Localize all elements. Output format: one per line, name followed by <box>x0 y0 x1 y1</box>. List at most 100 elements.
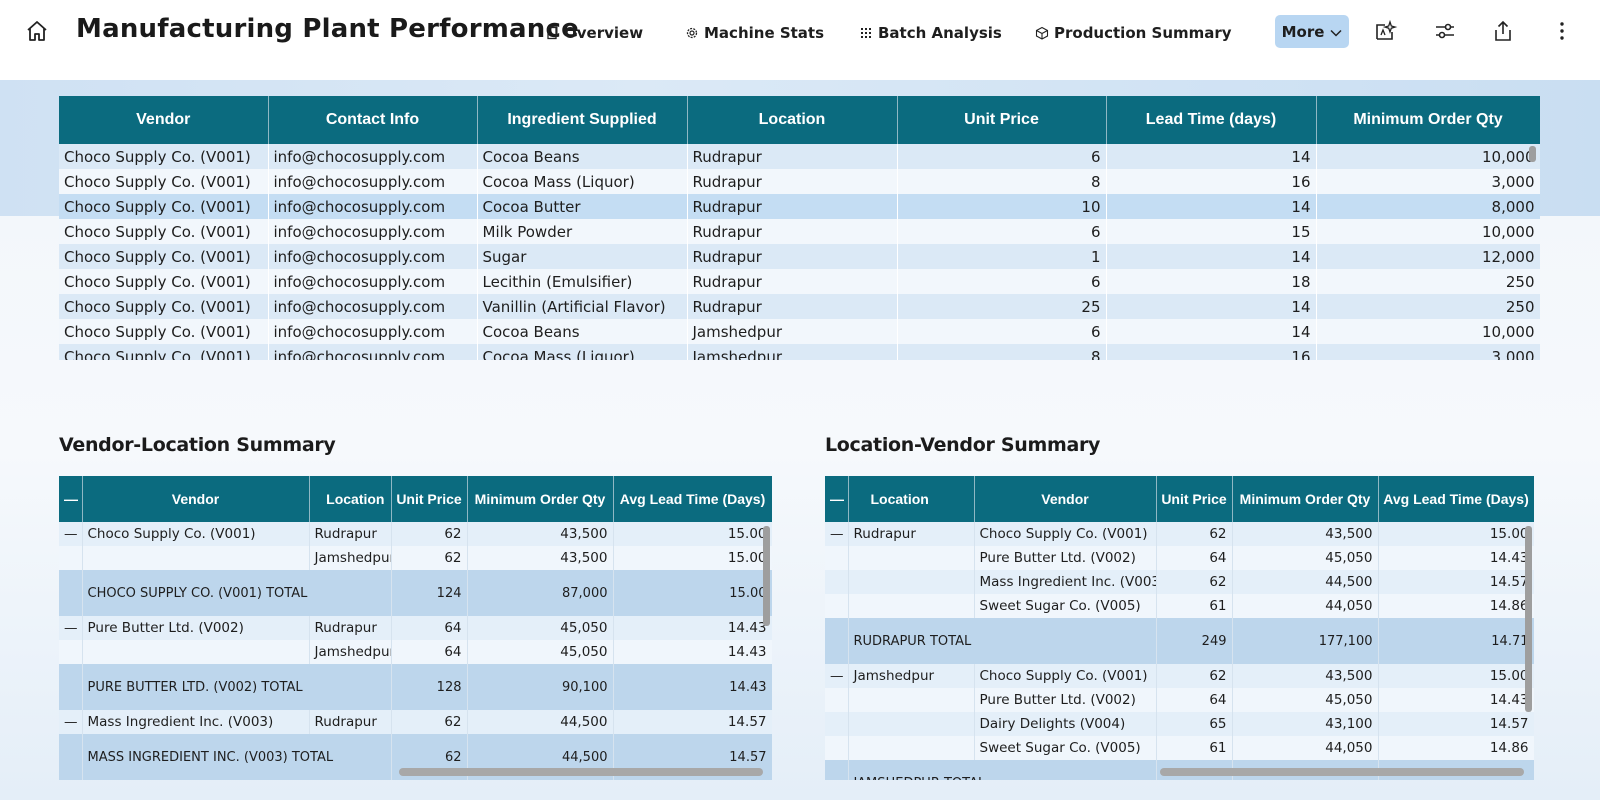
location-vendor-hscrollbar[interactable] <box>1160 768 1524 776</box>
table-cell: Rudrapur <box>687 194 898 219</box>
collapse-toggle[interactable]: — <box>825 522 849 546</box>
collapse-toggle[interactable]: — <box>59 522 83 546</box>
more-button[interactable]: More <box>1275 15 1349 48</box>
column-header[interactable]: Lead Time (days) <box>1106 96 1317 144</box>
table-cell: 14.43 <box>613 640 772 664</box>
collapse-toggle[interactable]: — <box>59 616 83 640</box>
table-cell: 45,050 <box>467 616 614 640</box>
tab-label: Production Summary <box>1054 24 1232 42</box>
table-row[interactable]: Choco Supply Co. (V001) info@chocosupply.… <box>59 244 1540 269</box>
table-cell: Choco Supply Co. (V001) <box>59 319 269 344</box>
table-row[interactable]: Sweet Sugar Co. (V005) 61 44,050 14.86 <box>825 594 1534 618</box>
table-cell: Mass Ingredient Inc. (V003) <box>974 570 1157 594</box>
table-row[interactable]: Mass Ingredient Inc. (V003) 62 44,500 14.57 <box>825 570 1534 594</box>
filter-sliders-icon[interactable] <box>1433 19 1457 43</box>
collapse-toggle[interactable]: — <box>825 664 849 688</box>
table-row[interactable]: Choco Supply Co. (V001) info@chocosupply.… <box>59 294 1540 319</box>
collapse-toggle[interactable]: — <box>59 710 83 734</box>
total-row[interactable]: Pure Butter Ltd. (V002) Total 128 90,100 14… <box>59 664 772 710</box>
table-row[interactable]: — Jamshedpur Choco Supply Co. (V001) 62 43,5… <box>825 664 1534 688</box>
table-cell: 44,500 <box>467 710 614 734</box>
total-row[interactable]: Rudrapur Total 249 177,100 14.71 <box>825 618 1534 664</box>
table-cell: 43,100 <box>1232 712 1379 736</box>
collapse-all-toggle[interactable]: — <box>59 476 83 522</box>
table-cell: Rudrapur <box>309 616 392 640</box>
chevron-down-icon <box>1330 23 1342 41</box>
vendor-location-vscrollbar[interactable] <box>763 526 770 626</box>
column-header-min-order-qty[interactable]: Minimum Order Qty <box>1232 476 1379 522</box>
table-cell: 14.43 <box>613 616 772 640</box>
tab-production-summary[interactable]: Production Summary <box>1035 22 1232 44</box>
table-row[interactable]: Jamshedpur 62 43,500 15.00 <box>59 546 772 570</box>
kebab-menu-icon[interactable] <box>1550 19 1574 43</box>
table-row[interactable]: — Mass Ingredient Inc. (V003) Rudrapur 62 44… <box>59 710 772 734</box>
table-row[interactable]: Pure Butter Ltd. (V002) 64 45,050 14.43 <box>825 546 1534 570</box>
table-row[interactable]: Choco Supply Co. (V001) info@chocosupply.… <box>59 169 1540 194</box>
vendor-location-hscrollbar[interactable] <box>399 768 763 776</box>
column-header[interactable]: Minimum Order Qty <box>1316 96 1540 144</box>
table-row[interactable]: — Rudrapur Choco Supply Co. (V001) 62 43,500… <box>825 522 1534 546</box>
column-header-avg-lead-time[interactable]: Avg Lead Time (Days) <box>613 476 772 522</box>
table-cell: Choco Supply Co. (V001) <box>974 664 1157 688</box>
location-vendor-summary-title: Location-Vendor Summary <box>825 434 1101 456</box>
sparkle-edit-icon[interactable] <box>1374 19 1398 43</box>
share-icon[interactable] <box>1491 19 1515 43</box>
table-cell: 62 <box>1156 570 1233 594</box>
table-row[interactable]: Sweet Sugar Co. (V005) 61 44,050 14.86 <box>825 736 1534 760</box>
table-header-row: — Vendor Location Unit Price Minimum Ord… <box>59 476 772 522</box>
table-cell: Cocoa Beans <box>477 319 688 344</box>
vendor-table-scrollbar[interactable] <box>1529 146 1536 162</box>
more-label: More <box>1281 22 1325 41</box>
table-cell: 62 <box>1156 522 1233 546</box>
table-row[interactable]: — Choco Supply Co. (V001) Rudrapur 62 43,500… <box>59 522 772 546</box>
table-cell: 6 <box>897 219 1107 244</box>
column-header-location[interactable]: Location <box>848 476 975 522</box>
column-header-location[interactable]: Location <box>309 476 392 522</box>
total-row[interactable]: Choco Supply Co. (V001) Total 124 87,000 15… <box>59 570 772 616</box>
table-cell: info@chocosupply.com <box>268 194 478 219</box>
table-cell: 43,500 <box>467 546 614 570</box>
column-header-vendor[interactable]: Vendor <box>974 476 1157 522</box>
table-row[interactable]: Choco Supply Co. (V001) info@chocosupply.… <box>59 344 1540 360</box>
tab-machine-stats[interactable]: Machine Stats <box>685 22 824 44</box>
table-row[interactable]: Choco Supply Co. (V001) info@chocosupply.… <box>59 269 1540 294</box>
column-header[interactable]: Ingredient Supplied <box>477 96 688 144</box>
total-label: Choco Supply Co. (V001) Total <box>82 570 392 616</box>
table-row[interactable]: Choco Supply Co. (V001) info@chocosupply.… <box>59 144 1540 169</box>
table-cell <box>848 688 975 712</box>
column-header-min-order-qty[interactable]: Minimum Order Qty <box>467 476 614 522</box>
table-row[interactable]: — Pure Butter Ltd. (V002) Rudrapur 64 45,050… <box>59 616 772 640</box>
total-label: Rudrapur Total <box>848 618 1157 664</box>
table-cell: info@chocosupply.com <box>268 144 478 169</box>
table-cell <box>59 546 83 570</box>
column-header-unit-price[interactable]: Unit Price <box>391 476 468 522</box>
table-cell <box>59 664 83 710</box>
table-cell: 14.43 <box>1378 546 1534 570</box>
table-row[interactable]: Jamshedpur 64 45,050 14.43 <box>59 640 772 664</box>
home-icon[interactable] <box>24 18 50 44</box>
column-header-vendor[interactable]: Vendor <box>82 476 310 522</box>
column-header[interactable]: Vendor <box>59 96 269 144</box>
column-header-avg-lead-time[interactable]: Avg Lead Time (Days) <box>1378 476 1534 522</box>
table-cell: Jamshedpur <box>309 546 392 570</box>
column-header-unit-price[interactable]: Unit Price <box>1156 476 1233 522</box>
column-header[interactable]: Location <box>687 96 898 144</box>
column-header[interactable]: Unit Price <box>897 96 1107 144</box>
gear-icon <box>685 26 699 40</box>
table-row[interactable]: Choco Supply Co. (V001) info@chocosupply.… <box>59 194 1540 219</box>
tab-batch-analysis[interactable]: Batch Analysis <box>859 22 1002 44</box>
table-cell: Choco Supply Co. (V001) <box>59 219 269 244</box>
table-row[interactable]: Dairy Delights (V004) 65 43,100 14.57 <box>825 712 1534 736</box>
table-cell: 10,000 <box>1316 219 1540 244</box>
total-label: Pure Butter Ltd. (V002) Total <box>82 664 392 710</box>
table-row[interactable]: Choco Supply Co. (V001) info@chocosupply.… <box>59 219 1540 244</box>
collapse-all-toggle[interactable]: — <box>825 476 849 522</box>
table-cell <box>848 736 975 760</box>
table-cell: Dairy Delights (V004) <box>974 712 1157 736</box>
tab-overview[interactable]: Overview <box>545 22 643 44</box>
table-row[interactable]: Pure Butter Ltd. (V002) 64 45,050 14.43 <box>825 688 1534 712</box>
location-vendor-vscrollbar[interactable] <box>1525 526 1532 712</box>
table-row[interactable]: Choco Supply Co. (V001) info@chocosupply.… <box>59 319 1540 344</box>
table-cell: 249 <box>1156 618 1233 664</box>
column-header[interactable]: Contact Info <box>268 96 478 144</box>
